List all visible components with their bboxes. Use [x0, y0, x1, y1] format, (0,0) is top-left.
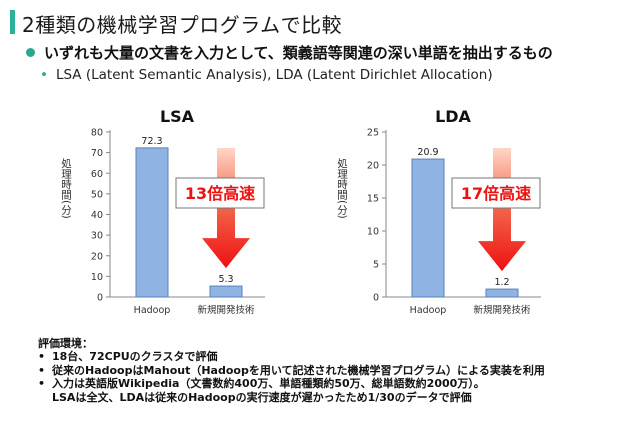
lda-chart-panel: LDA 処理時間(分) 0 5 10 15 20 25 20.9 Hadoop 1.2 新規開発技術 1… — [336, 100, 576, 332]
chart-title: LSA — [160, 107, 195, 126]
y-tick-label: 30 — [91, 231, 103, 242]
y-tick-label: 10 — [367, 227, 379, 238]
y-tick-label: 80 — [91, 128, 103, 139]
sub-bullet: • LSA (Latent Semantic Analysis), LDA (La… — [40, 67, 493, 83]
x-tick-label: Hadoop — [410, 305, 447, 316]
y-tick-label: 15 — [367, 194, 379, 205]
bar — [411, 158, 445, 298]
x-tick-label: 新規開発技術 — [197, 304, 255, 316]
bar-value-label: 1.2 — [494, 277, 509, 288]
lsa-chart: LSA 処理時間(分) 0 10 20 30 40 50 60 70 80 72.3 Hadoop 5.3… — [60, 107, 265, 316]
y-tick-label: 70 — [91, 148, 103, 159]
env-continuation: LSAは全文、LDAは従来のHadoopの実行速度が遅かったため1/30のデータ… — [52, 390, 472, 404]
env-item-text: 従来のHadoopはMahout（Hadoopを用いて記述された機械学習プログラ… — [52, 363, 545, 377]
main-bullet: いずれも大量の文書を入力として、類義語等関連の深い単語を抽出するもの — [26, 42, 553, 63]
env-item: • 入力は英語版Wikipedia（文書数約400万、単語種類約50万、総単語数約… — [38, 377, 485, 391]
y-tick-label: 0 — [373, 293, 379, 304]
bullet-dot-icon — [26, 48, 35, 57]
env-list: • 18台、72CPUのクラスタで評価 • 従来のHadoopはMahout（Had… — [38, 350, 545, 390]
main-bullet-text: いずれも大量の文書を入力として、類義語等関連の深い単語を抽出するもの — [44, 44, 553, 62]
y-axis-label: 処理時間(分) — [336, 157, 348, 218]
x-tick-label: Hadoop — [134, 305, 171, 316]
x-tick-label: 新規開発技術 — [473, 304, 531, 316]
speedup-box — [451, 177, 541, 209]
y-tick-label: 60 — [91, 169, 103, 180]
y-tick-label: 40 — [91, 210, 103, 221]
sub-bullet-text: LSA (Latent Semantic Analysis), LDA (Lat… — [55, 67, 493, 83]
chart-title: LDA — [435, 107, 471, 126]
speedup-label: 17倍高速 — [461, 184, 531, 203]
y-tick-label: 5 — [373, 260, 379, 271]
env-heading: 評価環境： — [38, 337, 93, 350]
bar-value-label: 20.9 — [417, 147, 438, 158]
speedup-arrow-icon — [478, 148, 526, 272]
page-title: 2種類の機械学習プログラムで比較 — [22, 13, 343, 37]
evaluation-environment: 評価環境： • 18台、72CPUのクラスタで評価 • 従来のHadoopはMaho… — [38, 337, 545, 404]
speedup-label: 13倍高速 — [185, 184, 255, 203]
speedup-box — [175, 177, 265, 209]
env-item: • 18台、72CPUのクラスタで評価 — [38, 350, 218, 364]
y-tick-label: 25 — [367, 128, 379, 139]
env-item-text: 18台、72CPUのクラスタで評価 — [52, 350, 218, 364]
y-tick-label: 0 — [97, 293, 103, 304]
bar — [135, 147, 169, 298]
y-tick-label: 50 — [91, 189, 103, 200]
y-tick-label: 20 — [367, 161, 379, 172]
y-tick-label: 20 — [91, 251, 103, 262]
sub-bullet-marker-icon: • — [40, 67, 48, 83]
bar — [485, 288, 519, 298]
env-item: • 従来のHadoopはMahout（Hadoopを用いて記述された機械学習プログ… — [38, 363, 545, 377]
y-tick-label: 10 — [91, 272, 103, 283]
bar-value-label: 5.3 — [218, 274, 233, 285]
lda-chart: LDA 処理時間(分) 0 5 10 15 20 25 20.9 Hadoop 1.2 新規開発技術 1… — [336, 107, 541, 316]
bar — [209, 285, 243, 298]
env-item-text: 入力は英語版Wikipedia（文書数約400万、単語種類約50万、総単語数約2… — [52, 377, 485, 391]
y-axis-label: 処理時間(分) — [60, 157, 72, 218]
bar-value-label: 72.3 — [141, 136, 162, 147]
lsa-chart-panel: LSA 処理時間(分) 0 10 20 30 40 50 60 70 80 72.3 Hadoop 5.3… — [60, 100, 300, 332]
title-accent-bar — [10, 10, 15, 34]
